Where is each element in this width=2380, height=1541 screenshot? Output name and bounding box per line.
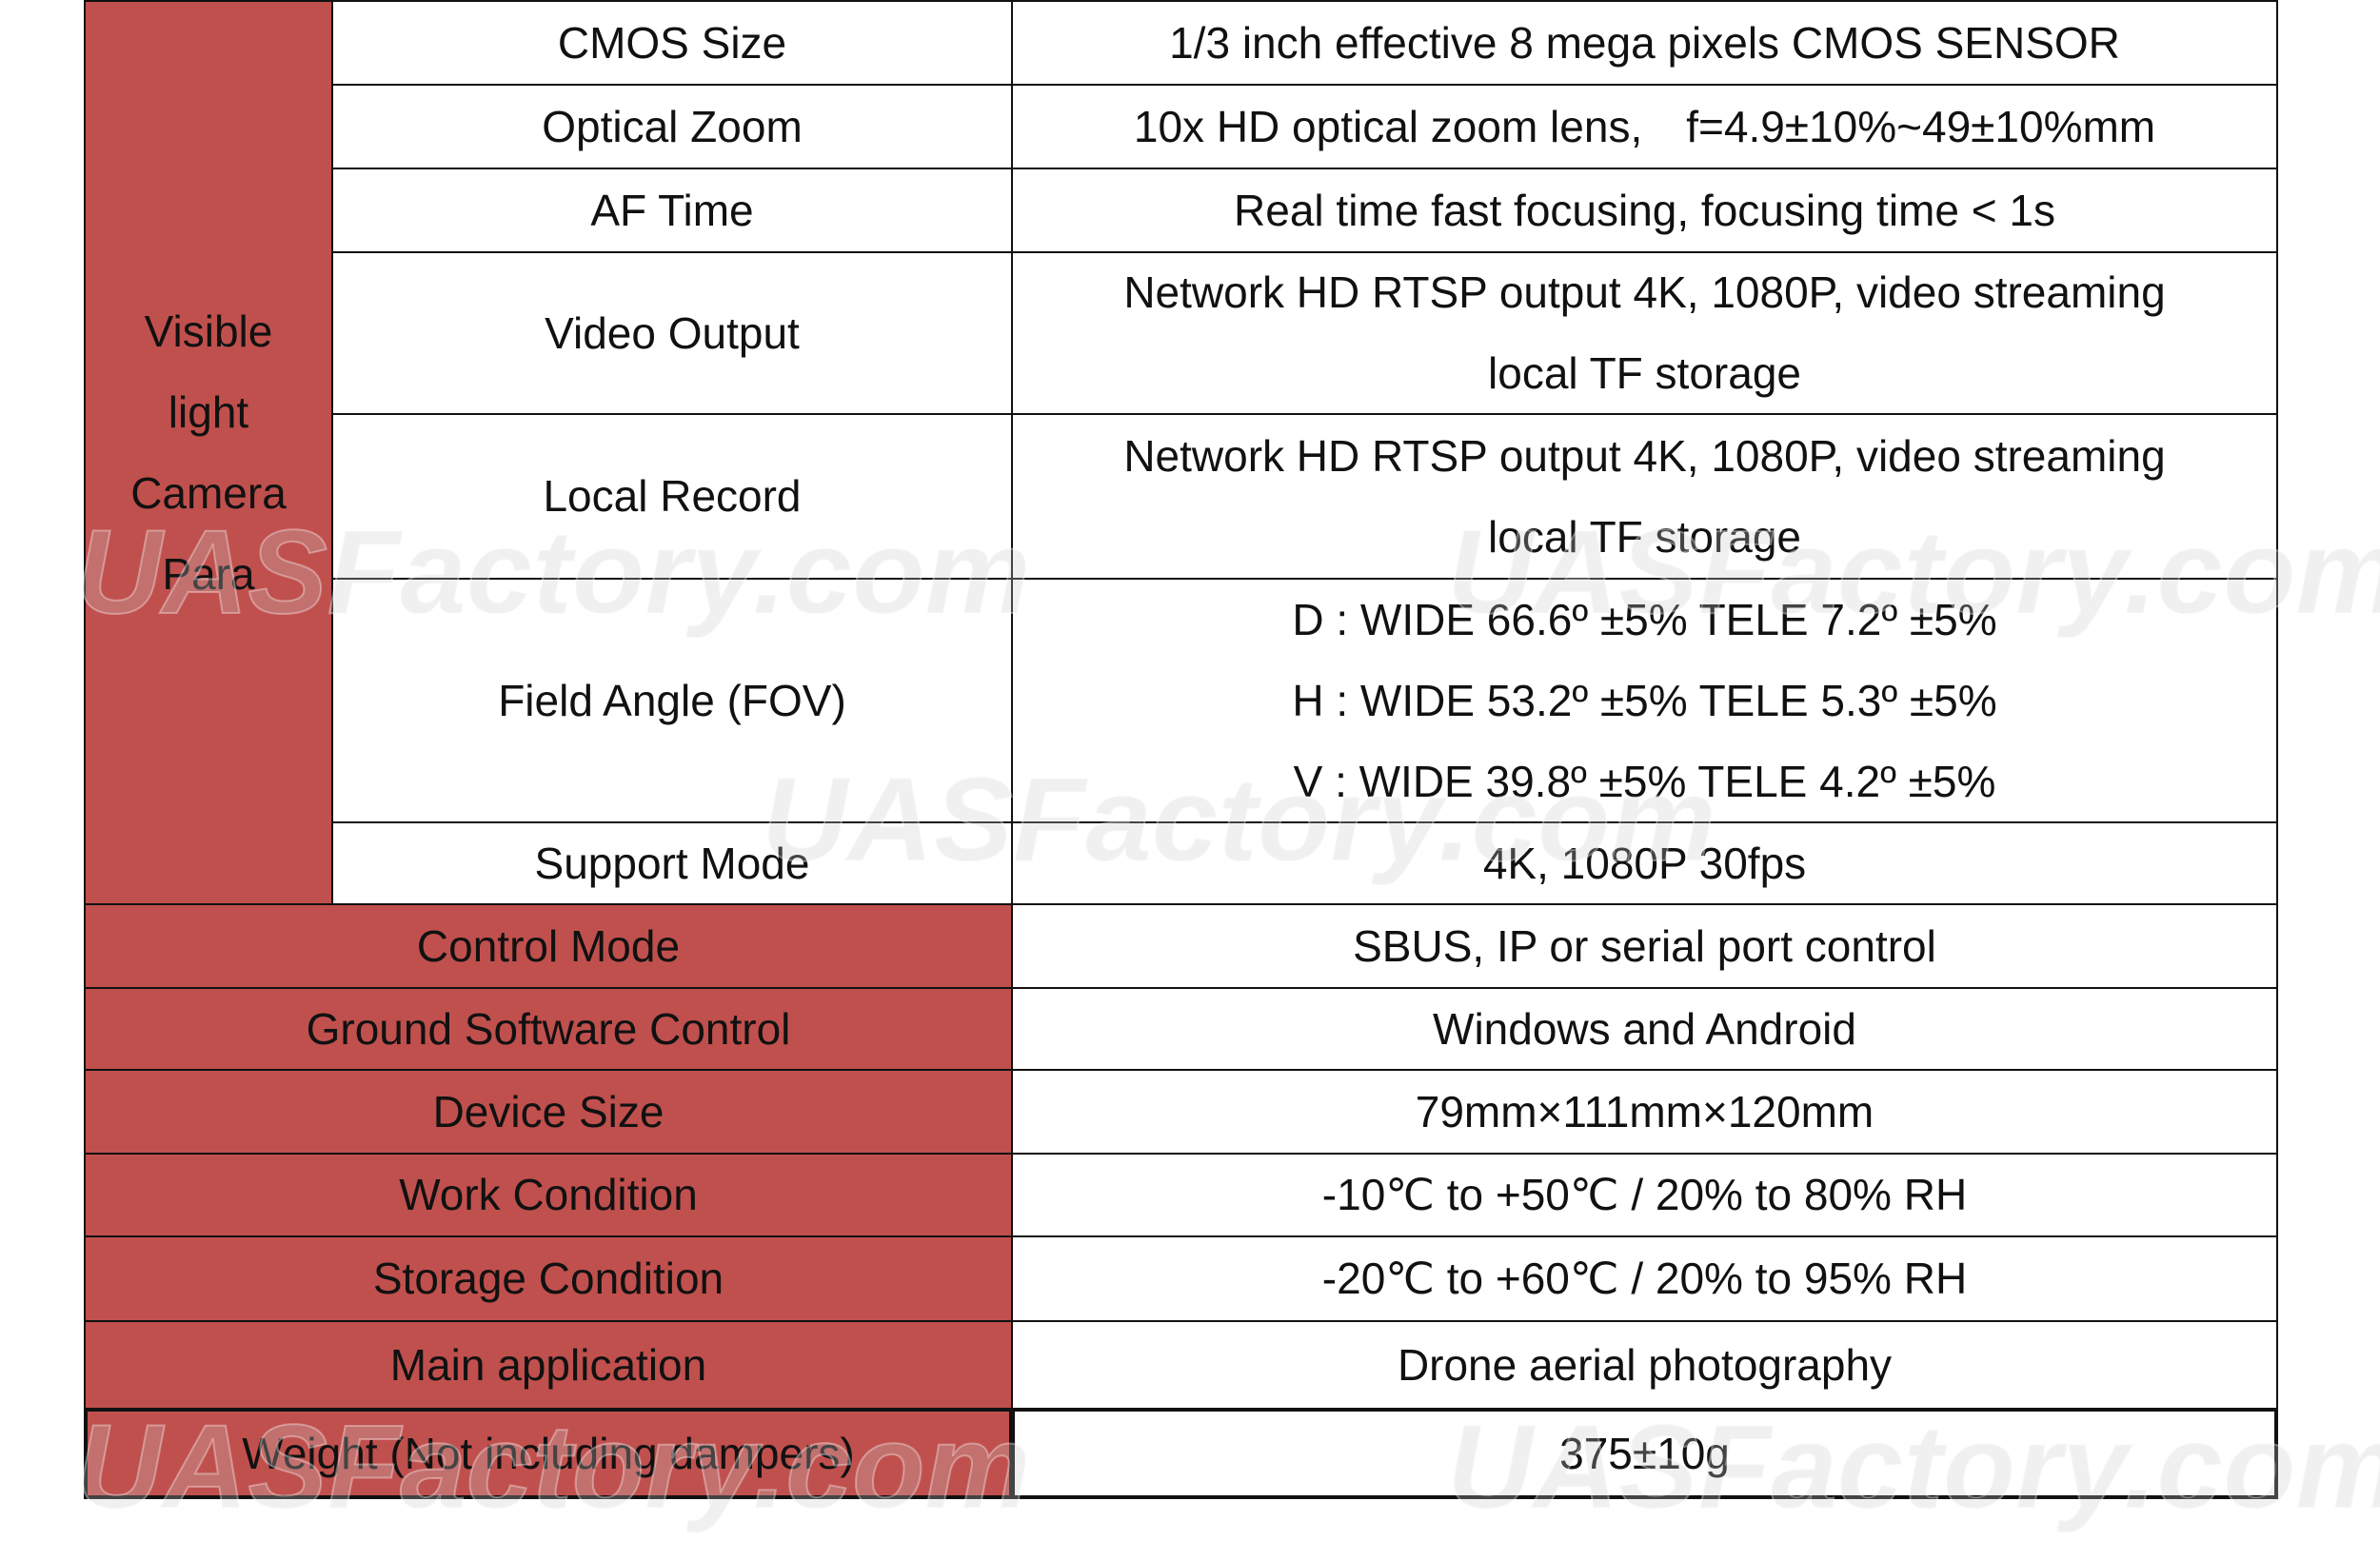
cell-text: Optical Zoom (542, 101, 803, 151)
row-value: 79mm×111mm×120mm (1011, 1069, 2278, 1155)
row-value: SBUS, IP or serial port control (1011, 903, 2278, 989)
row-value: Network HD RTSP output 4K, 1080P, video … (1011, 413, 2278, 580)
cell-text: Ground Software Control (306, 1003, 791, 1054)
row-name: AF Time (331, 168, 1013, 253)
cell-text: Support Mode (534, 838, 810, 888)
cell-text: Windows and Android (1433, 1003, 1856, 1054)
cell-text: 375±10g (1559, 1428, 1730, 1478)
row-name: Work Condition (84, 1153, 1013, 1237)
row-value: Drone aerial photography (1011, 1320, 2278, 1410)
row-name: Field Angle (FOV) (331, 578, 1013, 823)
cell-text: CMOS Size (557, 17, 787, 68)
cell-text: Control Mode (416, 920, 681, 971)
row-value: D : WIDE 66.6º ±5% TELE 7.2º ±5% H : WIDE… (1011, 578, 2278, 823)
cell-text: local TF storage (1488, 511, 1801, 562)
cell-text: 4K, 1080P 30fps (1482, 838, 1807, 888)
cell-text: Real time fast focusing, focusing time <… (1234, 185, 2055, 235)
cell-text: 10x HD optical zoom lens, f=4.9±10%~49±1… (1133, 101, 2156, 151)
cell-text: Field Angle (FOV) (498, 675, 846, 725)
cell-text: Work Condition (399, 1170, 698, 1219)
cell-text: local TF storage (1488, 348, 1801, 398)
cell-text: AF Time (590, 185, 754, 235)
group-label: Visible light Camera Para (84, 0, 333, 905)
cell-text: SBUS, IP or serial port control (1353, 920, 1936, 971)
cell-text: -20℃ to +60℃ / 20% to 95% RH (1321, 1254, 1968, 1303)
row-value: 10x HD optical zoom lens, f=4.9±10%~49±1… (1011, 84, 2278, 169)
row-name: Device Size (84, 1069, 1013, 1155)
row-value: 4K, 1080P 30fps (1011, 821, 2278, 905)
row-name: Main application (84, 1320, 1013, 1410)
cell-text: V : WIDE 39.8º ±5% TELE 4.2º ±5% (1293, 756, 1996, 806)
row-name: Support Mode (331, 821, 1013, 905)
row-name: CMOS Size (331, 0, 1013, 86)
row-value: 1/3 inch effective 8 mega pixels CMOS SE… (1011, 0, 2278, 86)
cell-text: light (168, 386, 249, 437)
row-name: Weight (Not including dampers) (84, 1408, 1013, 1499)
row-value: -10℃ to +50℃ / 20% to 80% RH (1011, 1153, 2278, 1237)
cell-text: Device Size (432, 1086, 664, 1136)
row-value: Network HD RTSP output 4K, 1080P, video … (1011, 251, 2278, 415)
cell-text: Drone aerial photography (1397, 1339, 1893, 1390)
row-value: -20℃ to +60℃ / 20% to 95% RH (1011, 1235, 2278, 1322)
cell-text: Network HD RTSP output 4K, 1080P, video … (1123, 430, 2166, 481)
row-name: Control Mode (84, 903, 1013, 989)
row-name: Optical Zoom (331, 84, 1013, 169)
cell-text: H : WIDE 53.2º ±5% TELE 5.3º ±5% (1292, 675, 1997, 725)
cell-text: Main application (389, 1339, 707, 1390)
row-name: Ground Software Control (84, 987, 1013, 1071)
cell-text: Para (162, 548, 255, 599)
row-name: Video Output (331, 251, 1013, 415)
row-name: Storage Condition (84, 1235, 1013, 1322)
cell-text: Weight (Not including dampers) (242, 1428, 855, 1478)
row-value: Windows and Android (1011, 987, 2278, 1071)
cell-text: D : WIDE 66.6º ±5% TELE 7.2º ±5% (1292, 594, 1997, 644)
row-value: Real time fast focusing, focusing time <… (1011, 168, 2278, 253)
cell-text: Local Record (543, 471, 802, 521)
cell-text: Visible (144, 306, 273, 356)
cell-text: Network HD RTSP output 4K, 1080P, video … (1123, 267, 2166, 317)
cell-text: Video Output (545, 307, 800, 358)
cell-text: -10℃ to +50℃ / 20% to 80% RH (1321, 1170, 1968, 1219)
cell-text: Storage Condition (372, 1254, 724, 1303)
cell-text: Camera (130, 467, 287, 518)
row-name: Local Record (331, 413, 1013, 580)
cell-text: 79mm×111mm×120mm (1415, 1086, 1874, 1136)
row-value: 375±10g (1011, 1408, 2278, 1499)
cell-text: 1/3 inch effective 8 mega pixels CMOS SE… (1169, 17, 2120, 68)
